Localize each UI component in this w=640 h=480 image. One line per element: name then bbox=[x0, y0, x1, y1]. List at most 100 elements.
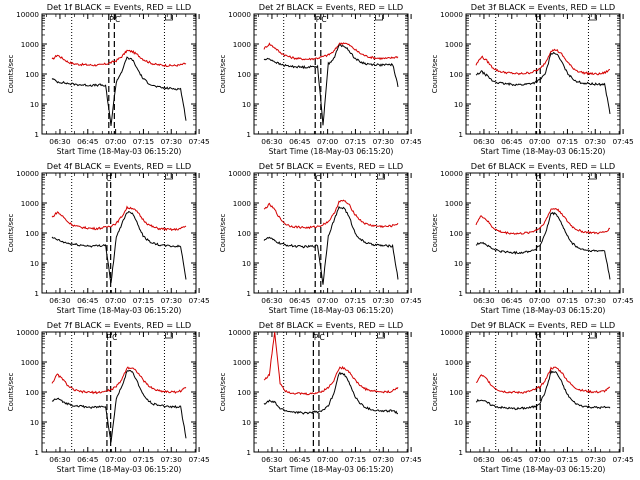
x-tick-label: 06:45 bbox=[77, 296, 99, 305]
x-tick-label: 06:45 bbox=[501, 137, 523, 146]
x-tick-label: 07:45 bbox=[612, 137, 634, 146]
plot-frame bbox=[253, 172, 409, 294]
flag-c: C bbox=[115, 15, 120, 24]
segment-bracket bbox=[375, 15, 384, 21]
y-tick-label: 10000 bbox=[228, 10, 251, 19]
x-tick-label: 06:30 bbox=[473, 455, 495, 464]
y-tick-label: 1000 bbox=[445, 40, 464, 49]
x-tick-label: 07:15 bbox=[345, 137, 367, 146]
panel-title: Det 6f BLACK = Events, RED = LLD bbox=[471, 161, 615, 171]
panel-title: Det 4f BLACK = Events, RED = LLD bbox=[47, 161, 191, 171]
x-tick-label: 07:45 bbox=[612, 296, 634, 305]
y-tick-label: 1000 bbox=[21, 358, 40, 367]
flag-p: P bbox=[109, 15, 114, 24]
x-tick-label: 07:15 bbox=[133, 296, 155, 305]
x-tick-label: 07:30 bbox=[585, 296, 607, 305]
series-line-events bbox=[263, 371, 398, 415]
x-tick-label: 07:30 bbox=[373, 455, 395, 464]
plot-frame bbox=[41, 172, 197, 294]
series-line-lld bbox=[51, 366, 187, 395]
y-tick-label: 10000 bbox=[228, 328, 251, 337]
x-axis-label: Start Time (18-May-03 06:15:20) bbox=[57, 147, 182, 156]
series-line-events bbox=[475, 369, 611, 411]
y-tick-label: 10000 bbox=[16, 328, 39, 337]
y-tick-label: 10000 bbox=[16, 10, 39, 19]
x-tick-label: 07:45 bbox=[188, 137, 210, 146]
y-tick-label: 100 bbox=[237, 388, 251, 397]
panel-title: Det 5f BLACK = Events, RED = LLD bbox=[259, 161, 403, 171]
x-tick-label: 07:30 bbox=[161, 455, 183, 464]
x-tick-label: 07:45 bbox=[188, 296, 210, 305]
y-tick-label: 1000 bbox=[21, 199, 40, 208]
flag-c: C bbox=[536, 15, 541, 24]
y-tick-label: 1 bbox=[246, 130, 251, 139]
detector-panel-1: Det 1f BLACK = Events, RED = LLD 1 10 100 10… bbox=[7, 2, 210, 156]
y-tick-label: 10 bbox=[454, 100, 464, 109]
y-tick-label: 10000 bbox=[440, 10, 463, 19]
segment-bracket bbox=[589, 174, 597, 180]
y-tick-label: 10 bbox=[242, 259, 252, 268]
x-tick-label: 06:45 bbox=[77, 137, 99, 146]
y-tick-label: 100 bbox=[237, 70, 251, 79]
y-tick-label: 1 bbox=[246, 448, 251, 457]
x-axis-label: Start Time (18-May-03 06:15:20) bbox=[481, 147, 606, 156]
flag-c: C bbox=[536, 333, 541, 342]
x-tick-label: 07:00 bbox=[105, 455, 127, 464]
detector-panel-2: Det 2f BLACK = Events, RED = LLD 1 10 100 10… bbox=[219, 2, 422, 156]
x-tick-label: 07:15 bbox=[557, 137, 579, 146]
y-tick-label: 1 bbox=[458, 130, 463, 139]
segment-bracket bbox=[165, 333, 173, 339]
series-line-lld bbox=[51, 49, 187, 68]
x-tick-label: 06:45 bbox=[289, 137, 311, 146]
segment-bracket bbox=[165, 15, 173, 21]
panel-title: Det 8f BLACK = Events, RED = LLD bbox=[259, 320, 403, 330]
flag-c: C bbox=[536, 174, 541, 183]
y-tick-label: 1000 bbox=[233, 40, 252, 49]
x-tick-label: 06:30 bbox=[473, 137, 495, 146]
x-tick-label: 07:00 bbox=[529, 296, 551, 305]
y-axis-label: Counts/sec bbox=[431, 373, 439, 412]
plot-frame bbox=[253, 13, 409, 135]
y-tick-label: 10000 bbox=[228, 169, 251, 178]
y-tick-label: 1000 bbox=[21, 40, 40, 49]
y-axis-label: Counts/sec bbox=[7, 373, 15, 412]
x-axis-label: Start Time (18-May-03 06:15:20) bbox=[57, 465, 182, 474]
flag-c: C bbox=[106, 174, 111, 183]
segment-bracket bbox=[589, 333, 597, 339]
x-tick-label: 06:30 bbox=[49, 455, 71, 464]
flag-c: C bbox=[112, 333, 117, 342]
y-tick-label: 1 bbox=[458, 448, 463, 457]
x-axis-label: Start Time (18-May-03 06:15:20) bbox=[481, 306, 606, 315]
x-axis-label: Start Time (18-May-03 06:15:20) bbox=[269, 465, 394, 474]
series-line-events bbox=[475, 211, 611, 280]
y-tick-label: 10 bbox=[30, 259, 40, 268]
x-tick-label: 06:30 bbox=[473, 296, 495, 305]
series-line-lld bbox=[263, 42, 399, 61]
flag-c: C bbox=[320, 333, 325, 342]
x-tick-label: 06:45 bbox=[289, 296, 311, 305]
series-line-events bbox=[263, 44, 399, 126]
series-line-lld bbox=[475, 366, 610, 395]
y-tick-label: 1000 bbox=[445, 199, 464, 208]
y-tick-label: 10 bbox=[242, 418, 252, 427]
series-line-events bbox=[51, 56, 187, 126]
series-line-lld bbox=[475, 208, 610, 235]
segment-bracket bbox=[377, 333, 385, 339]
x-axis-label: Start Time (18-May-03 06:15:20) bbox=[269, 306, 394, 315]
series-line-lld bbox=[263, 199, 399, 230]
x-tick-label: 06:45 bbox=[289, 455, 311, 464]
y-tick-label: 10 bbox=[242, 100, 252, 109]
x-tick-label: 06:30 bbox=[261, 296, 283, 305]
x-tick-label: 06:45 bbox=[501, 296, 523, 305]
x-tick-label: 07:45 bbox=[400, 455, 422, 464]
segment-bracket bbox=[377, 174, 385, 180]
series-line-lld bbox=[51, 205, 187, 232]
x-tick-label: 07:15 bbox=[133, 137, 155, 146]
x-tick-label: 07:00 bbox=[105, 296, 127, 305]
segment-bracket bbox=[589, 15, 597, 21]
y-tick-label: 1000 bbox=[445, 358, 464, 367]
x-tick-label: 07:30 bbox=[373, 137, 395, 146]
x-tick-label: 06:30 bbox=[49, 296, 71, 305]
panel-title: Det 9f BLACK = Events, RED = LLD bbox=[471, 320, 615, 330]
